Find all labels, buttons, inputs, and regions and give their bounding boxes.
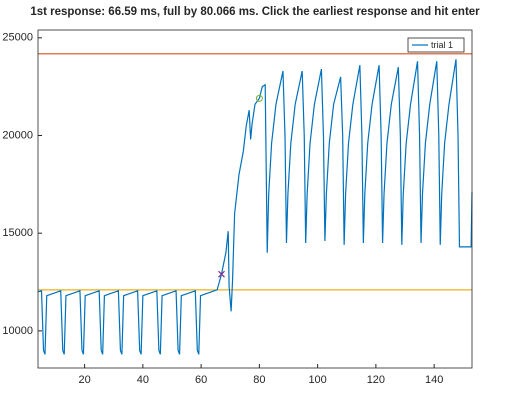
y-tick-label: 25000: [2, 32, 33, 44]
x-tick-label: 100: [308, 374, 326, 386]
marker: [218, 270, 225, 278]
legend-label: trial 1: [431, 40, 453, 50]
x-tick-label: 40: [137, 374, 149, 386]
x-tick-label: 60: [195, 374, 207, 386]
marker: [255, 94, 263, 102]
axes-box: [37, 29, 473, 369]
x-tick-label: 20: [78, 374, 90, 386]
x-tick-label: 120: [367, 374, 385, 386]
legend-box: [407, 37, 465, 53]
chart-title: 1st response: 66.59 ms, full by 80.066 m…: [30, 6, 480, 18]
plot-area: [38, 30, 472, 368]
x-tick-label: 140: [425, 374, 443, 386]
data-line: [37, 59, 473, 355]
y-tick-label: 20000: [2, 129, 33, 141]
y-tick-label: 15000: [2, 227, 33, 239]
y-tick-label: 10000: [2, 325, 33, 337]
x-tick-label: 80: [253, 374, 265, 386]
